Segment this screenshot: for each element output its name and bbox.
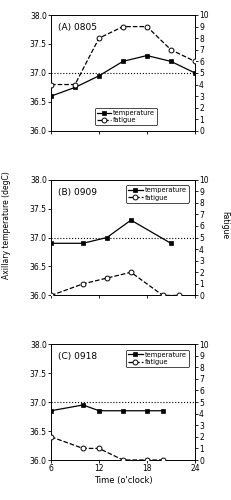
Line: temperature: temperature <box>49 54 196 98</box>
temperature <box>193 70 195 76</box>
Line: temperature: temperature <box>49 403 164 413</box>
fatigue <box>145 24 148 30</box>
fatigue <box>81 446 84 452</box>
fatigue <box>97 35 100 41</box>
temperature <box>105 234 108 240</box>
Legend: temperature, fatigue: temperature, fatigue <box>94 108 156 125</box>
temperature <box>49 93 52 99</box>
fatigue <box>121 24 124 30</box>
fatigue <box>177 292 179 298</box>
fatigue <box>49 292 52 298</box>
Legend: temperature, fatigue: temperature, fatigue <box>125 185 188 202</box>
fatigue <box>49 82 52 87</box>
fatigue <box>81 281 84 287</box>
Text: (A) 0805: (A) 0805 <box>58 23 97 32</box>
fatigue <box>161 292 164 298</box>
temperature <box>121 408 124 414</box>
fatigue <box>129 270 132 276</box>
temperature <box>169 58 172 64</box>
temperature <box>169 240 172 246</box>
temperature <box>97 73 100 79</box>
fatigue <box>193 58 195 64</box>
temperature <box>121 58 124 64</box>
temperature <box>97 408 100 414</box>
fatigue <box>49 434 52 440</box>
fatigue <box>121 457 124 463</box>
temperature <box>49 408 52 414</box>
fatigue <box>145 457 148 463</box>
Text: (C) 0918: (C) 0918 <box>58 352 97 361</box>
X-axis label: Time (o'clock): Time (o'clock) <box>93 476 152 485</box>
temperature <box>81 402 84 408</box>
fatigue <box>161 457 164 463</box>
Line: fatigue: fatigue <box>49 270 181 298</box>
temperature <box>81 240 84 246</box>
temperature <box>161 408 164 414</box>
temperature <box>73 84 76 90</box>
Line: fatigue: fatigue <box>49 434 165 462</box>
Legend: temperature, fatigue: temperature, fatigue <box>125 350 188 367</box>
Text: (B) 0909: (B) 0909 <box>58 188 97 196</box>
Text: Fatigue: Fatigue <box>220 211 229 239</box>
fatigue <box>97 446 100 452</box>
Line: temperature: temperature <box>49 218 172 246</box>
fatigue <box>73 82 76 87</box>
temperature <box>49 240 52 246</box>
temperature <box>145 408 148 414</box>
Text: Axillary temperature (degC): Axillary temperature (degC) <box>2 171 11 279</box>
Line: fatigue: fatigue <box>49 24 196 87</box>
temperature <box>129 217 132 223</box>
fatigue <box>169 47 172 53</box>
temperature <box>145 52 148 59</box>
fatigue <box>105 275 108 281</box>
